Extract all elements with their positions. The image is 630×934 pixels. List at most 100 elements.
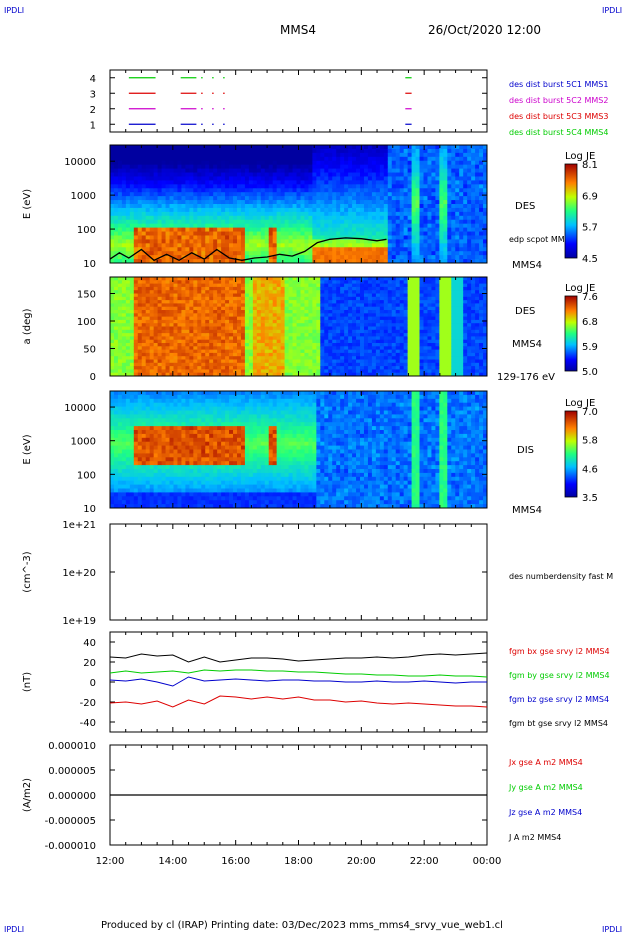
spectrogram-cell <box>121 333 127 337</box>
spectrogram-cell <box>375 319 381 324</box>
spectrogram-cell <box>129 286 135 291</box>
spectrogram-cell <box>451 227 456 233</box>
spectrogram-cell <box>352 362 357 367</box>
spectrogram-cell <box>360 231 365 237</box>
spectrogram-cell <box>411 207 417 213</box>
spectrogram-cell <box>272 313 278 318</box>
spectrogram-cell <box>252 160 258 166</box>
spectrogram-cell <box>431 239 437 244</box>
spectrogram-cell <box>260 152 266 158</box>
spectrogram-cell <box>471 160 476 166</box>
spectrogram-cell <box>225 207 230 213</box>
spectrogram-cell <box>264 346 270 351</box>
spectrogram-cell <box>435 200 440 205</box>
spectrogram-cell <box>391 156 397 162</box>
spectrogram-cell <box>403 196 409 201</box>
spectrogram-cell <box>407 184 413 189</box>
spectrogram-cell <box>284 259 290 263</box>
spectrogram-cell <box>308 255 313 260</box>
spectrogram-cell <box>352 188 357 193</box>
spectrogram-cell <box>185 310 190 314</box>
spectrogram-cell <box>209 219 214 225</box>
spectrogram-cell <box>280 215 286 221</box>
spectrogram-cell <box>189 280 194 285</box>
spectrogram-cell <box>256 152 262 158</box>
spectrogram-cell <box>280 235 286 240</box>
spectrogram-cell <box>225 145 230 150</box>
spectrogram-cell <box>352 255 357 260</box>
spectrogram-cell <box>471 243 476 248</box>
spectrogram-cell <box>193 211 198 217</box>
spectrogram-cell <box>133 204 139 209</box>
spectrogram-cell <box>423 184 429 189</box>
spectrogram-cell <box>332 372 337 376</box>
spectrogram-cell <box>173 369 179 374</box>
spectrogram-cell <box>280 160 286 166</box>
spectrogram-cell <box>328 188 333 193</box>
spectrogram-cell <box>431 184 437 189</box>
spectrogram-cell <box>336 356 341 361</box>
spectrogram-cell <box>296 180 302 185</box>
spectrogram-cell <box>451 168 456 174</box>
spectrogram-cell <box>459 243 464 248</box>
spectrogram-cell <box>455 247 460 252</box>
spectrogram-cell <box>308 283 313 288</box>
spectrogram-cell <box>435 211 440 217</box>
spectrogram-cell <box>125 329 131 334</box>
spectrogram-cell <box>153 156 159 162</box>
spectrogram-cell <box>221 152 226 158</box>
spectrogram-cell <box>133 372 139 376</box>
spectrogram-cell <box>296 215 302 221</box>
spectrogram-cell <box>157 192 163 197</box>
spectrogram-cell <box>165 372 171 376</box>
spectrogram-cell <box>407 145 413 150</box>
spectrogram-cell <box>177 286 183 291</box>
spectrogram-cell <box>276 247 282 252</box>
spectrogram-cell <box>336 247 341 252</box>
spectrogram-cell <box>213 188 218 193</box>
spectrogram-cell <box>324 156 329 162</box>
spectrogram-cell <box>360 235 365 240</box>
spectrogram-cell <box>375 247 381 252</box>
spectrogram-cell <box>340 172 345 178</box>
spectrogram-cell <box>336 204 341 209</box>
spectrogram-cell <box>181 152 186 158</box>
spectrogram-cell <box>363 235 369 240</box>
spectrogram-cell <box>240 211 246 217</box>
spectrogram-cell <box>332 223 337 229</box>
spectrogram-cell <box>356 366 361 370</box>
spectrogram-cell <box>213 196 218 201</box>
spectrogram-cell <box>471 255 476 260</box>
spectrogram-cell <box>383 235 389 240</box>
logo-left: IPDLI <box>4 6 24 15</box>
spectrogram-cell <box>284 316 290 321</box>
spectrogram-cell <box>304 200 310 205</box>
spectrogram-cell <box>332 303 337 308</box>
spectrogram-cell <box>371 200 377 205</box>
spacecraft-title: MMS4 <box>280 23 316 37</box>
spectrogram-cell <box>252 352 258 357</box>
spectrogram-cell <box>213 349 218 354</box>
spectrogram-cell <box>419 188 425 193</box>
spectrogram-cell <box>189 223 194 229</box>
spectrogram-cell <box>383 145 389 150</box>
spectrogram-cell <box>149 215 155 221</box>
spectrogram-cell <box>280 243 286 248</box>
spectrogram-cell <box>367 259 373 263</box>
spectrogram-cell <box>415 204 421 209</box>
spectrogram-cell <box>451 164 456 170</box>
spectrogram-cell <box>240 192 246 197</box>
spectrogram-cell <box>371 336 377 341</box>
spectrogram-cell <box>225 356 230 361</box>
spectrogram-cell <box>181 219 186 225</box>
spectrogram-cell <box>141 223 147 229</box>
spectrogram-cell <box>383 219 389 225</box>
spectrogram-cell <box>328 339 333 344</box>
spectrogram-cell <box>137 219 143 225</box>
spectrogram-cell <box>181 300 186 304</box>
spectrogram-cell <box>240 176 246 181</box>
spectrogram-cell <box>213 156 218 162</box>
spectrogram-cell <box>435 255 440 260</box>
spectrogram-cell <box>161 346 167 351</box>
spectrogram-cell <box>363 359 369 364</box>
